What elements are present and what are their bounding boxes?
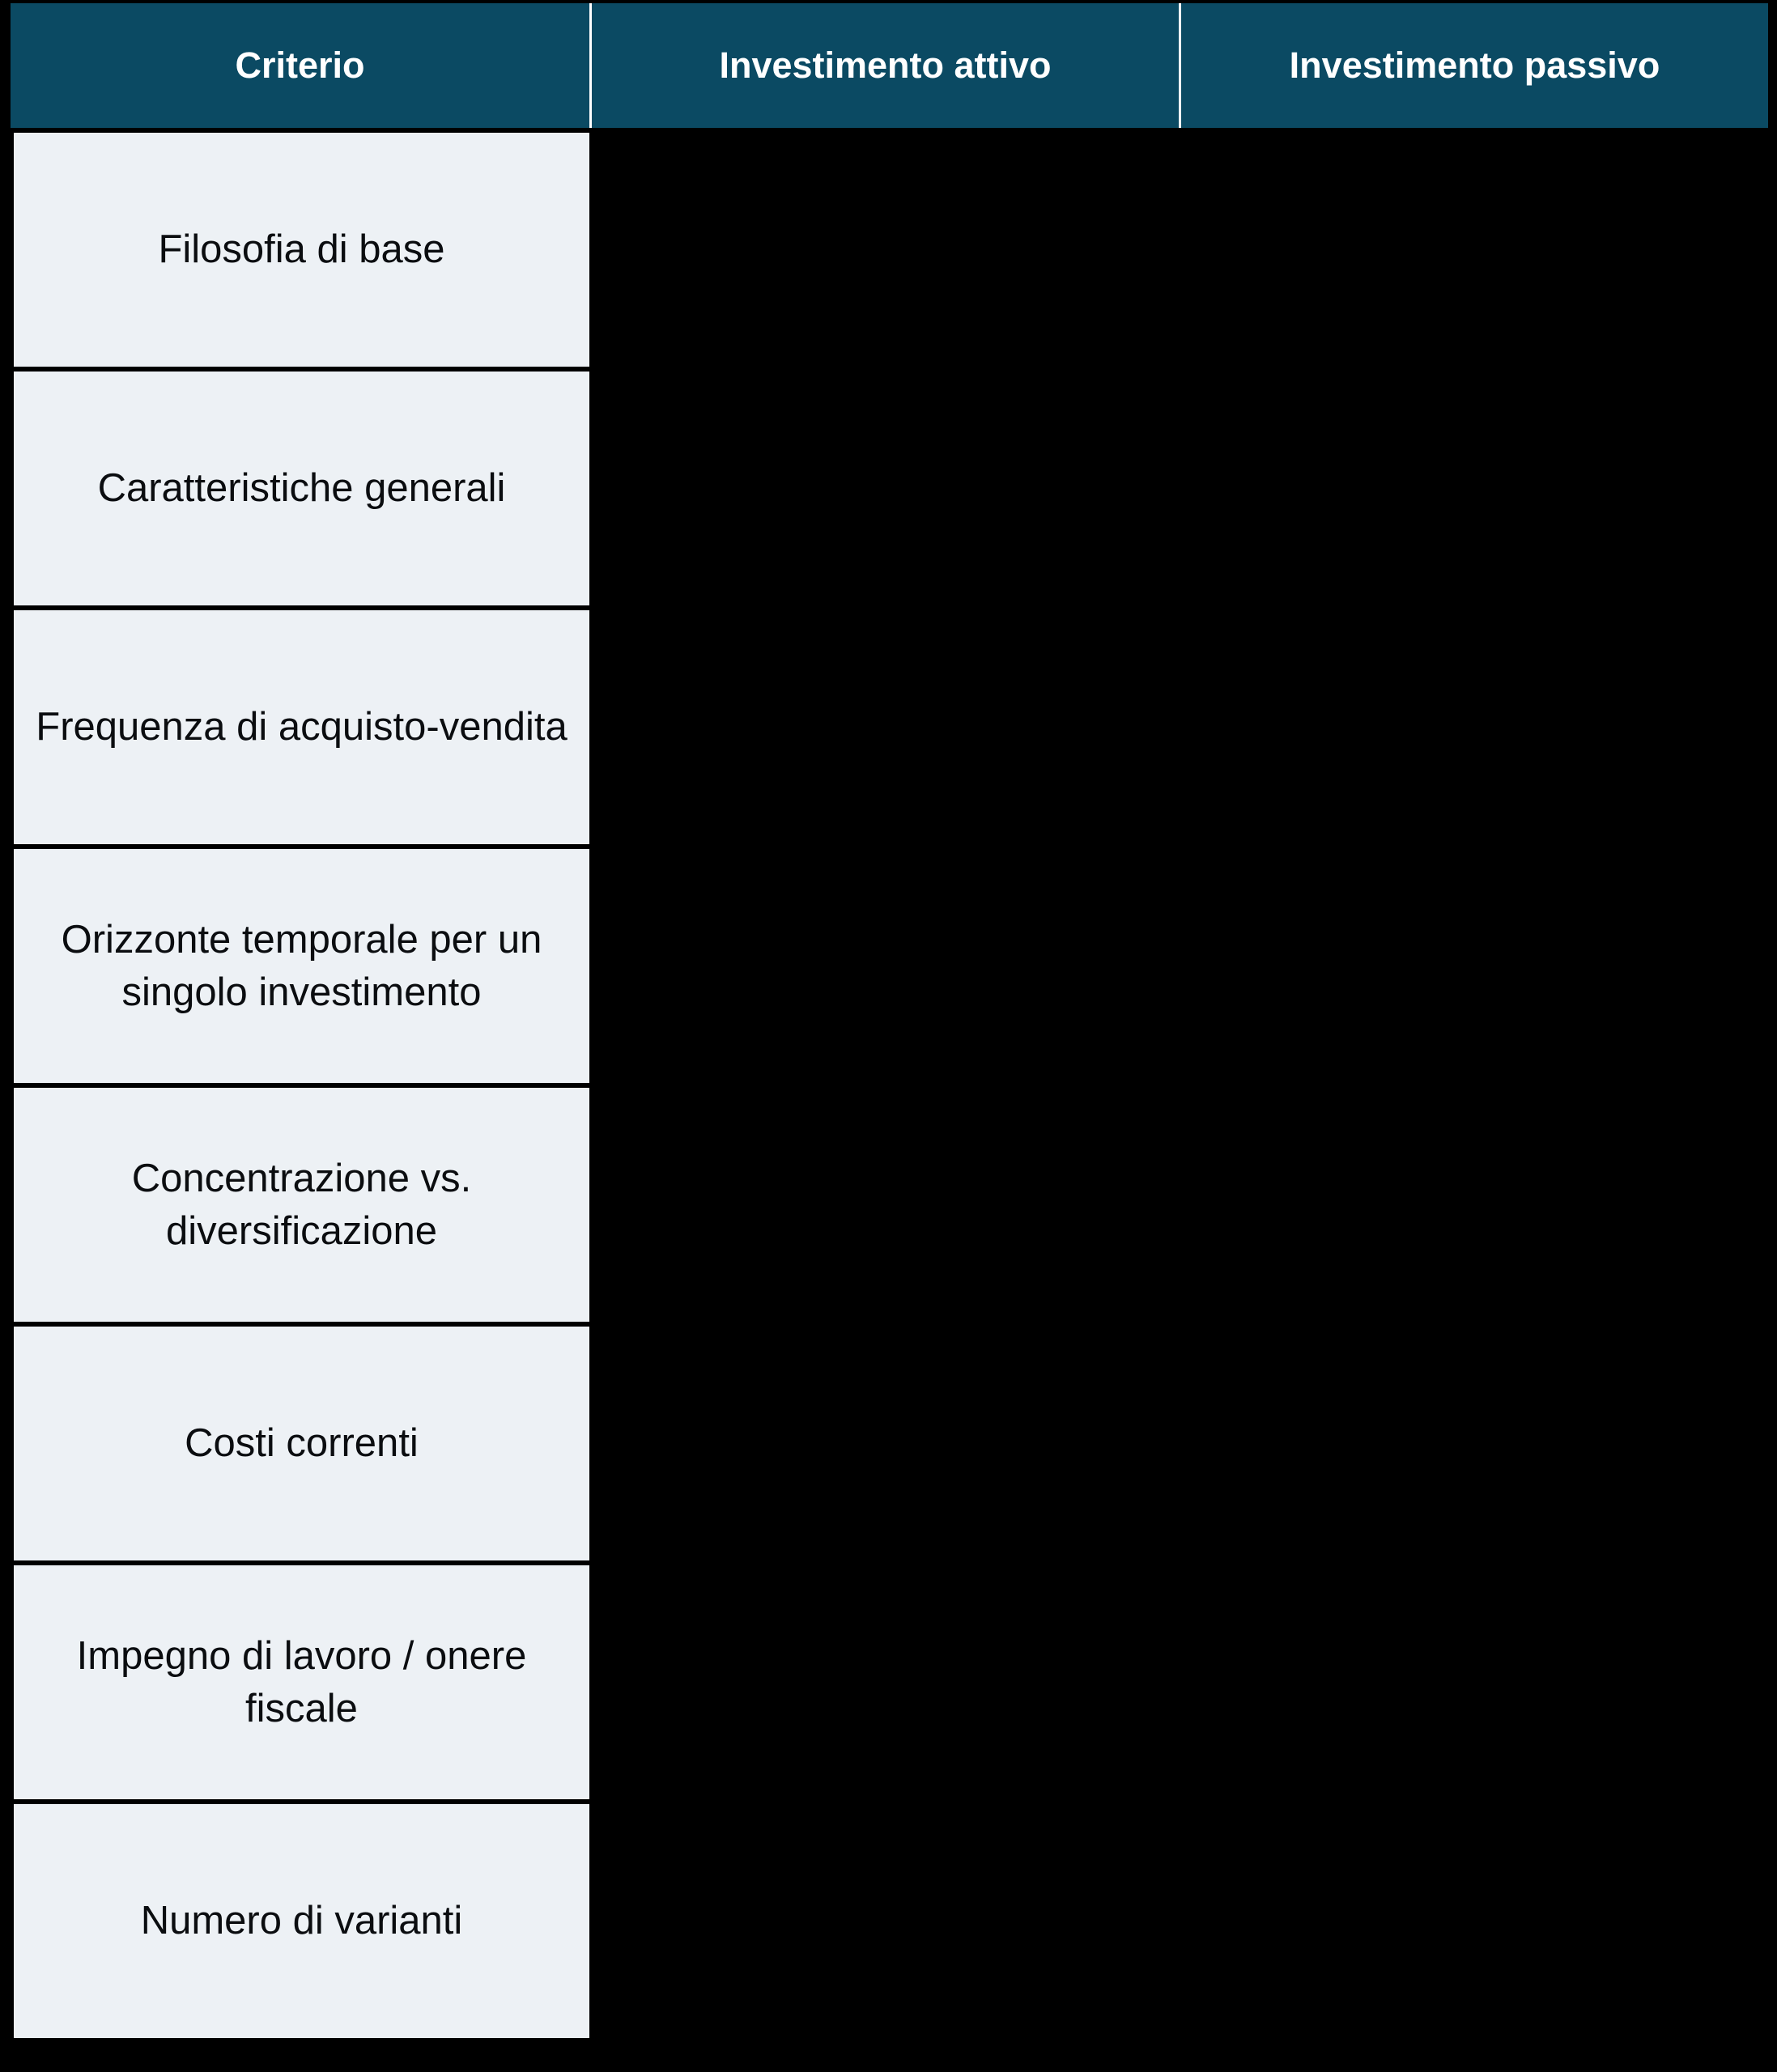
investimento-attivo-cell	[589, 1327, 1179, 1560]
table-row: Frequenza di acquisto-vendita	[14, 610, 1768, 844]
investimento-attivo-cell	[589, 133, 1179, 367]
investimento-attivo-cell	[589, 372, 1179, 605]
criterio-cell: Orizzonte temporale per un singolo inves…	[14, 849, 589, 1083]
table-row: Orizzonte temporale per un singolo inves…	[14, 849, 1768, 1083]
investimento-attivo-cell	[589, 1804, 1179, 2038]
criterio-cell: Numero di varianti	[14, 1804, 589, 2038]
investimento-attivo-cell	[589, 1088, 1179, 1322]
investimento-passivo-cell	[1179, 610, 1768, 844]
table-row: Caratteristiche generali	[14, 372, 1768, 605]
table-header-row: Criterio Investimento attivo Investiment…	[11, 3, 1768, 128]
criterio-cell: Concentrazione vs. diversificazione	[14, 1088, 589, 1322]
criterio-cell: Filosofia di base	[14, 133, 589, 367]
investimento-passivo-cell	[1179, 1804, 1768, 2038]
investimento-passivo-cell	[1179, 133, 1768, 367]
investimento-passivo-cell	[1179, 849, 1768, 1083]
table-row: Numero di varianti	[14, 1804, 1768, 2038]
criterio-cell: Costi correnti	[14, 1327, 589, 1560]
table-row: Concentrazione vs. diversificazione	[14, 1088, 1768, 1322]
investimento-attivo-cell	[589, 849, 1179, 1083]
investimento-passivo-cell	[1179, 1088, 1768, 1322]
table-body: Filosofia di base Caratteristiche genera…	[14, 133, 1768, 2043]
investimento-passivo-cell	[1179, 1565, 1768, 1799]
criterio-cell: Impegno di lavoro / onere fiscale	[14, 1565, 589, 1799]
table-row: Filosofia di base	[14, 133, 1768, 367]
header-cell-investimento-passivo: Investimento passivo	[1179, 3, 1768, 128]
criterio-cell: Frequenza di acquisto-vendita	[14, 610, 589, 844]
header-cell-criterio: Criterio	[11, 3, 589, 128]
table-row: Costi correnti	[14, 1327, 1768, 1560]
header-cell-investimento-attivo: Investimento attivo	[589, 3, 1179, 128]
table-row: Impegno di lavoro / onere fiscale	[14, 1565, 1768, 1799]
criterio-cell: Caratteristiche generali	[14, 372, 589, 605]
investimento-passivo-cell	[1179, 372, 1768, 605]
investimento-attivo-cell	[589, 610, 1179, 844]
investimento-passivo-cell	[1179, 1327, 1768, 1560]
investimento-attivo-cell	[589, 1565, 1179, 1799]
